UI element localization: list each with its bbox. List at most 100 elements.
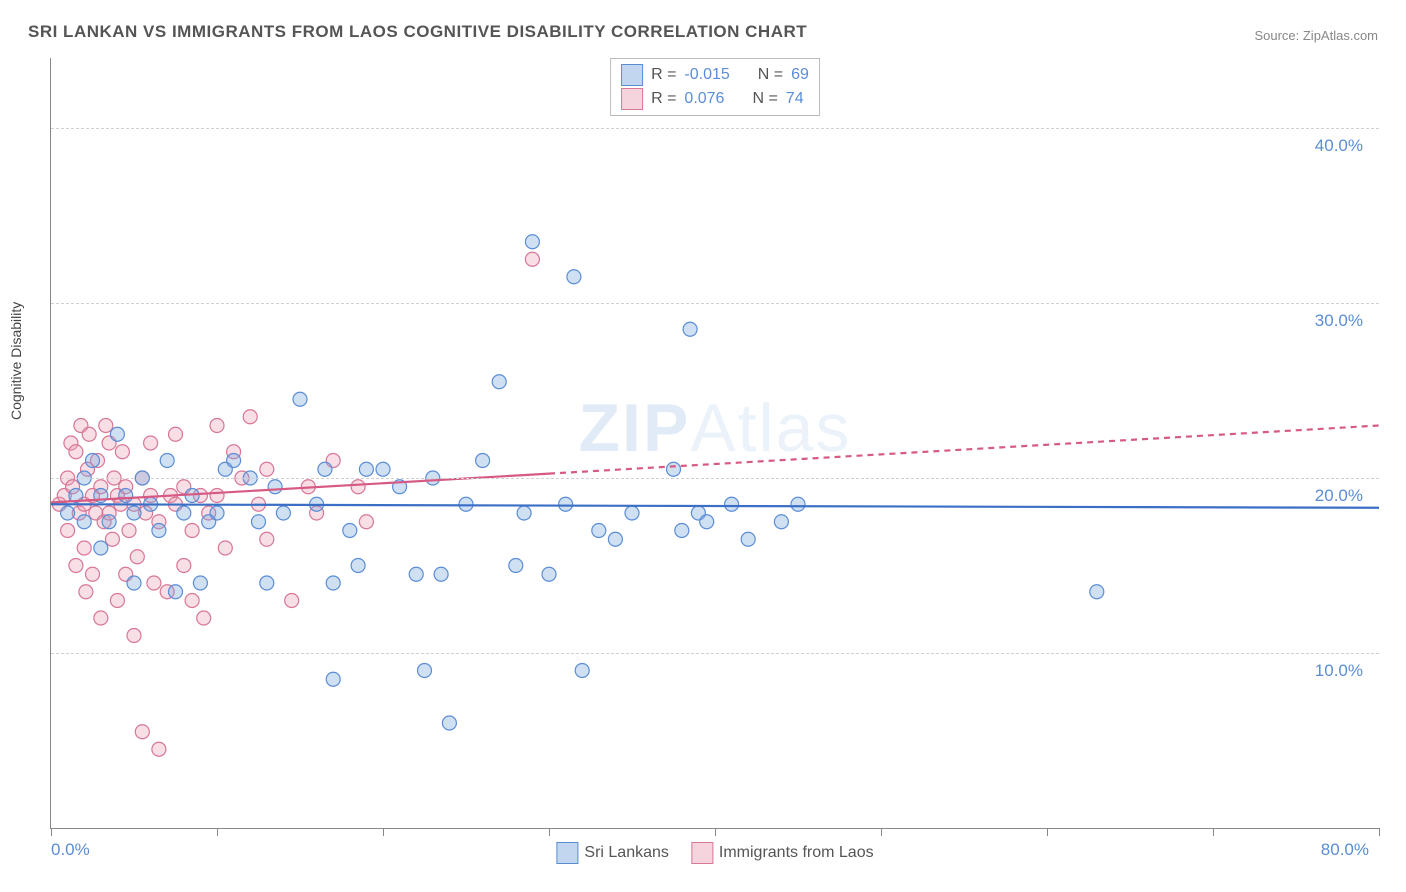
data-point	[77, 515, 91, 529]
data-point	[667, 462, 681, 476]
data-point	[77, 541, 91, 555]
data-point	[169, 427, 183, 441]
data-point	[144, 436, 158, 450]
gridline	[51, 653, 1379, 654]
xtick	[549, 828, 550, 836]
legend-item: Immigrants from Laos	[691, 842, 874, 864]
data-point	[725, 497, 739, 511]
legend-series: Sri Lankans Immigrants from Laos	[556, 842, 873, 864]
data-point	[575, 664, 589, 678]
data-point	[343, 524, 357, 538]
data-point	[525, 235, 539, 249]
data-point	[525, 252, 539, 266]
data-point	[559, 497, 573, 511]
data-point	[492, 375, 506, 389]
legend-label: Sri Lankans	[584, 844, 669, 862]
gridline	[51, 478, 1379, 479]
ytick-label: 40.0%	[1315, 136, 1363, 156]
gridline	[51, 128, 1379, 129]
xtick	[715, 828, 716, 836]
data-point	[260, 532, 274, 546]
data-point	[509, 559, 523, 573]
xtick	[217, 828, 218, 836]
source-label: Source: ZipAtlas.com	[1254, 28, 1378, 43]
data-point	[152, 742, 166, 756]
y-axis-label: Cognitive Disability	[8, 302, 24, 420]
data-point	[791, 497, 805, 511]
data-point	[326, 576, 340, 590]
legend-item: Sri Lankans	[556, 842, 669, 864]
legend-label: Immigrants from Laos	[719, 844, 874, 862]
data-point	[119, 489, 133, 503]
plot-area: ZIPAtlas R = -0.015 N = 69 R = 0.076 N =…	[50, 58, 1379, 829]
data-point	[127, 629, 141, 643]
data-point	[102, 515, 116, 529]
data-point	[517, 506, 531, 520]
data-point	[318, 462, 332, 476]
data-point	[110, 594, 124, 608]
xtick	[881, 828, 882, 836]
scatter-svg	[51, 58, 1379, 828]
data-point	[99, 419, 113, 433]
xtick	[383, 828, 384, 836]
data-point	[160, 454, 174, 468]
data-point	[130, 550, 144, 564]
data-point	[774, 515, 788, 529]
data-point	[69, 445, 83, 459]
data-point	[542, 567, 556, 581]
data-point	[218, 541, 232, 555]
data-point	[351, 559, 365, 573]
data-point	[227, 454, 241, 468]
data-point	[177, 559, 191, 573]
data-point	[147, 576, 161, 590]
data-point	[268, 480, 282, 494]
xtick	[51, 828, 52, 836]
data-point	[210, 506, 224, 520]
data-point	[243, 410, 257, 424]
data-point	[252, 515, 266, 529]
data-point	[127, 576, 141, 590]
legend-swatch-pink	[691, 842, 713, 864]
legend-swatch-blue	[556, 842, 578, 864]
ytick-label: 30.0%	[1315, 311, 1363, 331]
data-point	[260, 462, 274, 476]
data-point	[359, 515, 373, 529]
data-point	[418, 664, 432, 678]
data-point	[110, 427, 124, 441]
data-point	[592, 524, 606, 538]
data-point	[152, 524, 166, 538]
data-point	[285, 594, 299, 608]
trend-line	[549, 426, 1379, 474]
data-point	[276, 506, 290, 520]
data-point	[260, 576, 274, 590]
data-point	[169, 585, 183, 599]
data-point	[86, 454, 100, 468]
data-point	[608, 532, 622, 546]
data-point	[293, 392, 307, 406]
data-point	[625, 506, 639, 520]
data-point	[442, 716, 456, 730]
trend-line	[51, 504, 1379, 508]
data-point	[326, 672, 340, 686]
data-point	[567, 270, 581, 284]
xtick-label-min: 0.0%	[51, 840, 90, 860]
data-point	[177, 506, 191, 520]
data-point	[61, 506, 75, 520]
data-point	[122, 524, 136, 538]
data-point	[115, 445, 129, 459]
data-point	[135, 725, 149, 739]
data-point	[409, 567, 423, 581]
data-point	[79, 585, 93, 599]
data-point	[185, 524, 199, 538]
data-point	[376, 462, 390, 476]
data-point	[359, 462, 373, 476]
data-point	[197, 611, 211, 625]
xtick	[1379, 828, 1380, 836]
chart-title: SRI LANKAN VS IMMIGRANTS FROM LAOS COGNI…	[28, 22, 807, 42]
data-point	[1090, 585, 1104, 599]
data-point	[741, 532, 755, 546]
xtick	[1047, 828, 1048, 836]
data-point	[700, 515, 714, 529]
data-point	[105, 532, 119, 546]
gridline	[51, 303, 1379, 304]
